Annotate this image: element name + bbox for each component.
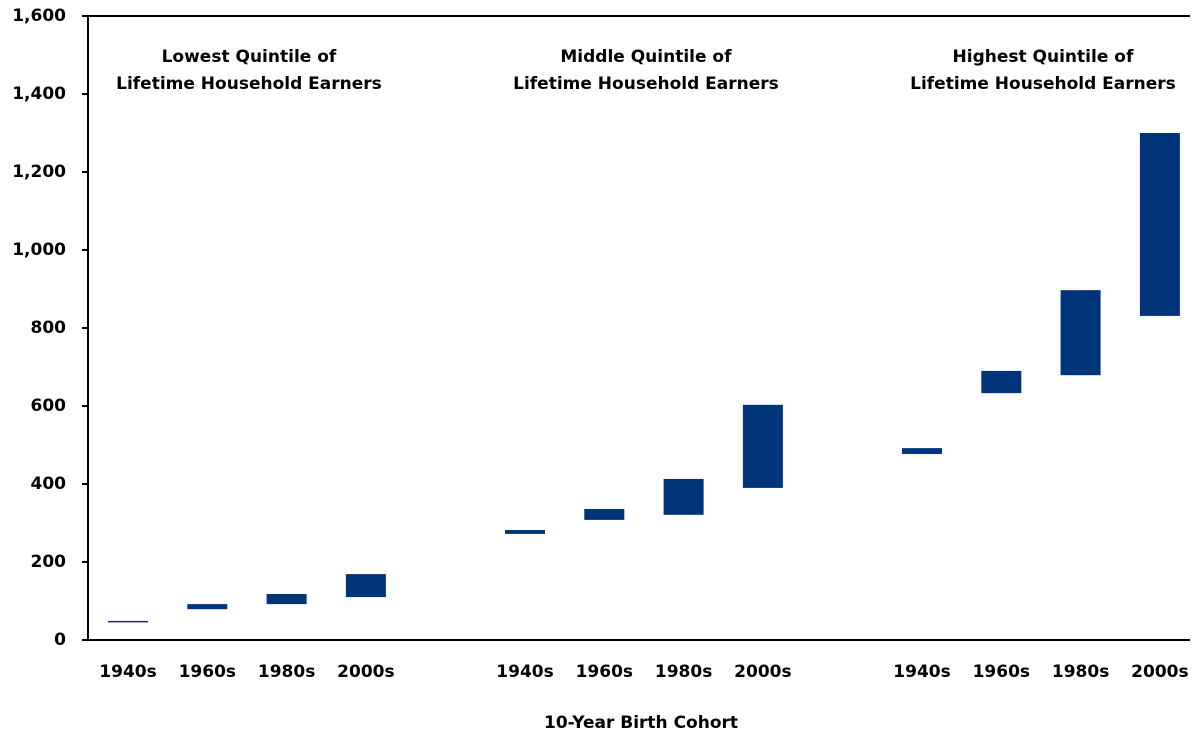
group-title: Middle Quintile of xyxy=(560,47,732,67)
y-tick-label: 400 xyxy=(31,474,67,494)
bar xyxy=(584,508,625,520)
group-title: Lifetime Household Earners xyxy=(513,74,779,94)
x-tick-label: 2000s xyxy=(337,662,394,682)
y-tick-label: 0 xyxy=(54,630,66,650)
group-title: Lifetime Household Earners xyxy=(910,74,1176,94)
y-tick-label: 800 xyxy=(31,318,67,338)
bar xyxy=(505,530,545,534)
bar xyxy=(266,593,307,605)
x-tick-label: 1960s xyxy=(576,662,633,682)
y-tick-label: 1,600 xyxy=(12,6,66,26)
x-tick-label: 1980s xyxy=(258,662,315,682)
bar xyxy=(902,448,942,454)
x-tick-label: 1980s xyxy=(655,662,712,682)
x-tick-label: 1940s xyxy=(893,662,950,682)
y-tick-label: 200 xyxy=(31,552,67,572)
x-tick-label: 1940s xyxy=(496,662,553,682)
bar xyxy=(663,478,704,515)
bar xyxy=(187,604,228,610)
bar xyxy=(108,620,148,623)
y-tick-label: 1,400 xyxy=(12,84,66,104)
y-tick-label: 1,000 xyxy=(12,240,66,260)
bar xyxy=(345,574,386,598)
x-tick-label: 2000s xyxy=(1131,662,1188,682)
x-tick-label: 1960s xyxy=(179,662,236,682)
x-tick-label: 1960s xyxy=(973,662,1030,682)
x-tick-label: 1940s xyxy=(99,662,156,682)
bar xyxy=(742,404,783,488)
group-title: Highest Quintile of xyxy=(953,47,1134,67)
bar xyxy=(1060,290,1101,376)
x-axis-label: 10-Year Birth Cohort xyxy=(544,713,738,733)
y-tick-label: 600 xyxy=(31,396,67,416)
x-tick-label: 1980s xyxy=(1052,662,1109,682)
group-title: Lowest Quintile of xyxy=(162,47,337,67)
group-title: Lifetime Household Earners xyxy=(116,74,382,94)
y-tick-label: 1,200 xyxy=(12,162,66,182)
x-tick-label: 2000s xyxy=(734,662,791,682)
bar xyxy=(1139,133,1180,316)
bar xyxy=(981,370,1022,394)
